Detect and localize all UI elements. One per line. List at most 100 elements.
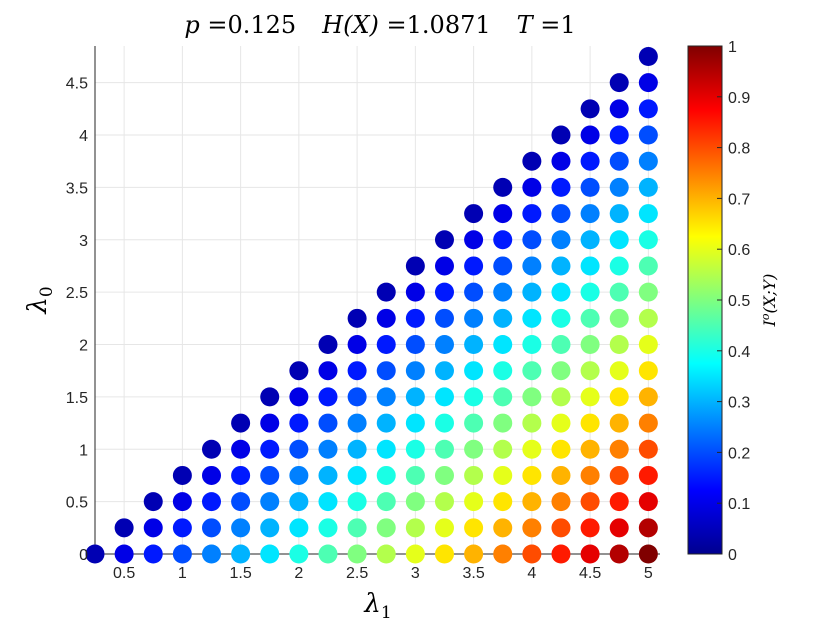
data-point <box>609 308 629 328</box>
data-point <box>464 544 484 564</box>
data-point <box>464 282 484 302</box>
data-point <box>260 518 280 538</box>
data-point <box>143 492 163 512</box>
data-point <box>318 492 338 512</box>
data-point <box>522 492 542 512</box>
y-tick-label: 3.5 <box>66 180 88 197</box>
data-point <box>580 99 600 119</box>
data-point <box>318 439 338 459</box>
data-point <box>638 492 658 512</box>
data-point <box>551 544 571 564</box>
data-point <box>260 439 280 459</box>
data-point <box>376 361 396 381</box>
data-point <box>493 492 513 512</box>
data-point <box>638 73 658 93</box>
data-point <box>376 413 396 433</box>
data-point <box>638 177 658 197</box>
data-point <box>580 439 600 459</box>
data-point <box>376 387 396 407</box>
data-point <box>231 518 251 538</box>
data-point <box>464 439 484 459</box>
colorbar-tick-label: 0.7 <box>728 191 750 208</box>
colorbar-tick-label: 1 <box>728 39 737 56</box>
chart-title: p =0.125 H(X) =1.0871 T =1 <box>184 11 575 39</box>
data-point <box>434 413 454 433</box>
data-point <box>551 177 571 197</box>
data-point <box>609 204 629 224</box>
data-point <box>638 413 658 433</box>
data-point <box>580 544 600 564</box>
data-point <box>609 387 629 407</box>
data-point <box>638 518 658 538</box>
data-point <box>638 99 658 119</box>
label-subscript: 1 <box>381 603 392 623</box>
data-point <box>347 439 367 459</box>
data-point <box>376 492 396 512</box>
data-point <box>638 204 658 224</box>
y-tick-label: 0.5 <box>66 495 88 512</box>
data-point <box>551 256 571 276</box>
data-point <box>522 465 542 485</box>
data-point <box>405 465 425 485</box>
data-point <box>580 335 600 355</box>
y-tick-label: 4 <box>79 128 88 145</box>
data-point <box>172 544 192 564</box>
data-point <box>493 413 513 433</box>
data-point <box>318 335 338 355</box>
y-tick-label: 2 <box>79 338 88 355</box>
data-point <box>522 151 542 171</box>
data-point <box>405 544 425 564</box>
data-point <box>464 308 484 328</box>
data-point <box>609 256 629 276</box>
data-point <box>434 544 454 564</box>
data-point <box>609 99 629 119</box>
data-point <box>609 73 629 93</box>
data-point <box>434 256 454 276</box>
data-point <box>580 256 600 276</box>
data-point <box>405 335 425 355</box>
data-point <box>551 387 571 407</box>
data-point <box>434 230 454 250</box>
data-point <box>464 387 484 407</box>
data-point <box>289 544 309 564</box>
data-point <box>231 465 251 485</box>
data-point <box>638 125 658 145</box>
data-point <box>522 544 542 564</box>
data-point <box>609 335 629 355</box>
colorbar-gradient <box>687 45 723 555</box>
data-point <box>434 518 454 538</box>
x-tick-label: 4.5 <box>579 565 601 582</box>
colorbar-tick-label: 0.5 <box>728 293 750 310</box>
title-value: =1 <box>533 11 576 39</box>
title-value: =0.125 <box>200 11 296 39</box>
data-point <box>405 492 425 512</box>
data-point <box>551 413 571 433</box>
data-point <box>114 518 134 538</box>
data-point <box>580 413 600 433</box>
data-point <box>609 230 629 250</box>
label-superscript: o <box>759 313 772 320</box>
data-point <box>376 518 396 538</box>
data-point <box>289 413 309 433</box>
data-point <box>347 518 367 538</box>
data-point <box>376 465 396 485</box>
x-tick-label: 1 <box>178 565 187 582</box>
colorbar-tick-label: 0.4 <box>728 344 750 361</box>
data-point <box>405 413 425 433</box>
data-point <box>172 518 192 538</box>
title-math: H(X) <box>321 11 379 39</box>
data-point <box>522 439 542 459</box>
data-point <box>493 335 513 355</box>
data-point <box>464 465 484 485</box>
data-point <box>551 518 571 538</box>
data-point <box>551 151 571 171</box>
y-tick-label: 1 <box>79 442 88 459</box>
data-point <box>464 230 484 250</box>
data-point <box>551 204 571 224</box>
data-point <box>522 361 542 381</box>
data-point <box>638 230 658 250</box>
y-tick-label: 2.5 <box>66 285 88 302</box>
data-point <box>522 308 542 328</box>
data-point <box>493 256 513 276</box>
data-point <box>609 492 629 512</box>
